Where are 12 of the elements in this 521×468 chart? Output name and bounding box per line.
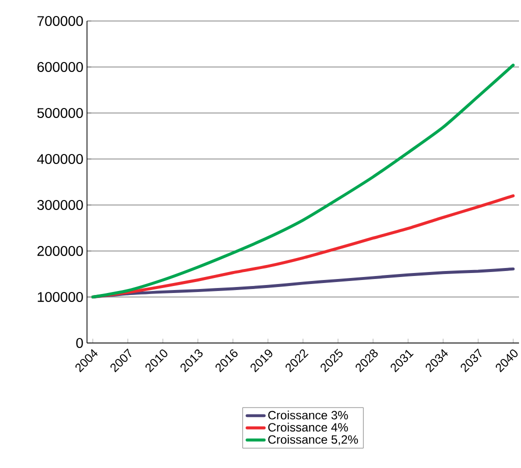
y-tick-label: 700000 xyxy=(37,16,83,26)
y-tick-label: 500000 xyxy=(37,108,83,118)
legend-label: Croissance 4% xyxy=(268,422,348,432)
legend-label: Croissance 5,2% xyxy=(268,434,358,446)
y-tick-label: 100000 xyxy=(38,292,83,302)
y-tick-label: 200000 xyxy=(37,246,83,256)
y-tick-label: 600000 xyxy=(37,62,83,72)
y-tick-label: 0 xyxy=(76,338,83,348)
y-tick-label: 400000 xyxy=(37,154,83,164)
y-tick-label: 300000 xyxy=(37,200,83,210)
legend-label: Croissance 3% xyxy=(268,410,348,420)
line-series xyxy=(91,64,515,298)
